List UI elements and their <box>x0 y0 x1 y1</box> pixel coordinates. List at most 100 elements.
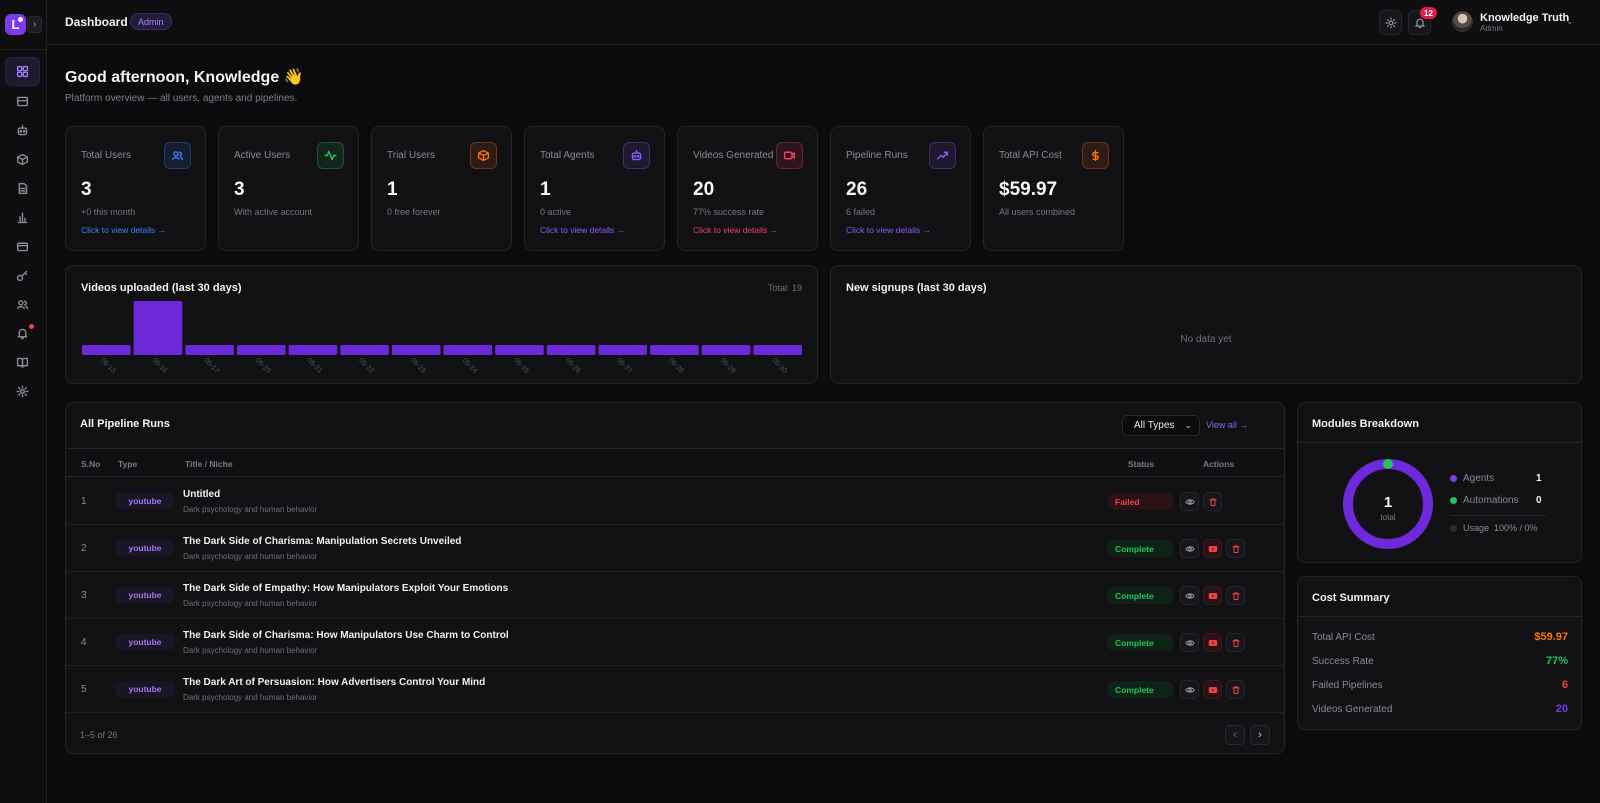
divider <box>1298 442 1581 443</box>
bar-05-20[interactable] <box>236 345 286 355</box>
next-page-button[interactable]: › <box>1250 725 1270 745</box>
view-details-link[interactable]: Click to view details → <box>81 225 167 235</box>
legend-divider <box>1450 515 1546 516</box>
type-pill: youtube <box>116 540 174 556</box>
bar-05-17[interactable] <box>185 345 234 355</box>
legend-item: Agents <box>1450 473 1494 484</box>
row-title[interactable]: The Dark Side of Charisma: Manipulation … <box>183 536 462 547</box>
nav-keys[interactable] <box>5 261 40 290</box>
book-icon <box>16 357 29 369</box>
bar-05-30[interactable] <box>753 345 802 355</box>
table-row[interactable]: 2 youtube The Dark Side of Charisma: Man… <box>66 525 1284 572</box>
user-role: Admin <box>1480 24 1503 33</box>
stat-subtext: 77% success rate <box>693 207 765 217</box>
app-logo[interactable]: L <box>5 14 26 35</box>
stat-subtext: 0 free forever <box>387 207 441 217</box>
bar-05-13[interactable] <box>82 345 131 355</box>
stat-card-total-users[interactable]: Total Users 3 +0 this month Click to vie… <box>65 126 206 251</box>
nav-modules[interactable] <box>5 145 40 174</box>
sidebar: L › <box>0 0 47 803</box>
delete-run-button[interactable] <box>1226 633 1245 652</box>
nav-agents[interactable] <box>5 116 40 145</box>
type-filter-select[interactable]: All Types ⌄ <box>1122 415 1200 436</box>
view-run-button[interactable] <box>1180 680 1199 699</box>
delete-run-button[interactable] <box>1226 539 1245 558</box>
x-tick-label: 05-25 <box>512 357 530 375</box>
col-type: Type <box>118 459 138 469</box>
status-badge: Complete <box>1107 681 1174 698</box>
view-details-link[interactable]: Click to view details → <box>693 225 779 235</box>
stat-value: 20 <box>693 179 715 200</box>
nav-users[interactable] <box>5 290 40 319</box>
avatar[interactable] <box>1452 11 1473 32</box>
videos-bar-chart: 05-13 05-16 05-17 05-20 05-21 05-22 05-23 05-24… <box>82 301 802 375</box>
bar-05-24[interactable] <box>443 345 493 355</box>
activity-icon <box>317 142 344 169</box>
youtube-button[interactable] <box>1203 586 1222 605</box>
view-run-button[interactable] <box>1180 586 1199 605</box>
sun-icon <box>1385 17 1396 28</box>
stat-card-active-users: Active Users 3 With active account <box>218 126 359 251</box>
bar-05-25[interactable] <box>495 345 544 355</box>
table-row[interactable]: 3 youtube The Dark Side of Empathy: How … <box>66 572 1284 619</box>
bar-05-21[interactable] <box>288 345 338 355</box>
youtube-button[interactable] <box>1203 633 1222 652</box>
row-title[interactable]: The Dark Side of Empathy: How Manipulato… <box>183 583 509 594</box>
cost-row: Total API Cost $59.97 <box>1312 631 1568 643</box>
status-badge: Complete <box>1107 540 1174 557</box>
user-name[interactable]: Knowledge Truth <box>1480 12 1570 24</box>
nav-cards[interactable] <box>5 87 40 116</box>
stat-card-videos-generated[interactable]: Videos Generated 20 77% success rate Cli… <box>677 126 818 251</box>
page-title: Dashboard <box>65 15 128 29</box>
row-title[interactable]: The Dark Side of Charisma: How Manipulat… <box>183 630 509 641</box>
sidebar-collapse-button[interactable]: › <box>27 16 42 33</box>
nav-notifications[interactable] <box>5 319 40 348</box>
table-row[interactable]: 1 youtube Untitled Dark psychology and h… <box>66 478 1284 525</box>
view-all-link[interactable]: View all → <box>1206 420 1249 430</box>
delete-run-button[interactable] <box>1226 586 1245 605</box>
nav-dashboard[interactable] <box>5 57 40 86</box>
youtube-button[interactable] <box>1203 680 1222 699</box>
table-row[interactable]: 5 youtube The Dark Art of Persuasion: Ho… <box>66 666 1284 713</box>
view-details-link[interactable]: Click to view details → <box>540 225 626 235</box>
stat-label: Videos Generated <box>693 150 774 161</box>
stat-card-pipeline-runs[interactable]: Pipeline Runs 26 6 failed Click to view … <box>830 126 971 251</box>
delete-run-button[interactable] <box>1226 680 1245 699</box>
bar-05-26[interactable] <box>546 345 596 355</box>
nav-documents[interactable] <box>5 174 40 203</box>
nav-analytics[interactable] <box>5 203 40 232</box>
youtube-button[interactable] <box>1203 539 1222 558</box>
bar-05-29[interactable] <box>701 345 751 355</box>
youtube-icon <box>1208 686 1217 693</box>
logo-letter: L <box>11 17 20 32</box>
bar-05-22[interactable] <box>340 345 389 355</box>
youtube-icon <box>1208 639 1217 646</box>
greeting-subtitle: Platform overview — all users, agents an… <box>65 93 298 104</box>
trend-icon <box>929 142 956 169</box>
delete-run-button[interactable] <box>1203 492 1222 511</box>
row-title[interactable]: Untitled <box>183 489 221 500</box>
bar-05-23[interactable] <box>391 345 441 355</box>
bar-05-28[interactable] <box>650 345 699 355</box>
chevron-down-icon[interactable]: ⌄ <box>1566 16 1574 26</box>
row-number: 4 <box>81 637 87 648</box>
theme-toggle-button[interactable] <box>1379 10 1402 35</box>
view-run-button[interactable] <box>1180 539 1199 558</box>
row-title[interactable]: The Dark Art of Persuasion: How Advertis… <box>183 677 486 688</box>
view-run-button[interactable] <box>1180 633 1199 652</box>
view-details-link[interactable]: Click to view details → <box>846 225 932 235</box>
pipeline-runs-panel: All Pipeline Runs All Types ⌄ View all → … <box>65 402 1285 754</box>
status-badge: Complete <box>1107 587 1174 604</box>
nav-billing[interactable] <box>5 232 40 261</box>
logo-dot <box>18 17 23 22</box>
prev-page-button[interactable]: ‹ <box>1225 725 1245 745</box>
stat-card-total-agents[interactable]: Total Agents 1 0 active Click to view de… <box>524 126 665 251</box>
bar-05-16[interactable] <box>133 301 183 355</box>
nav-docs[interactable] <box>5 348 40 377</box>
nav-settings[interactable] <box>5 377 40 406</box>
view-run-button[interactable] <box>1180 492 1199 511</box>
youtube-icon <box>1208 592 1217 599</box>
role-badge: Admin <box>130 13 172 30</box>
table-row[interactable]: 4 youtube The Dark Side of Charisma: How… <box>66 619 1284 666</box>
bar-05-27[interactable] <box>598 345 648 355</box>
